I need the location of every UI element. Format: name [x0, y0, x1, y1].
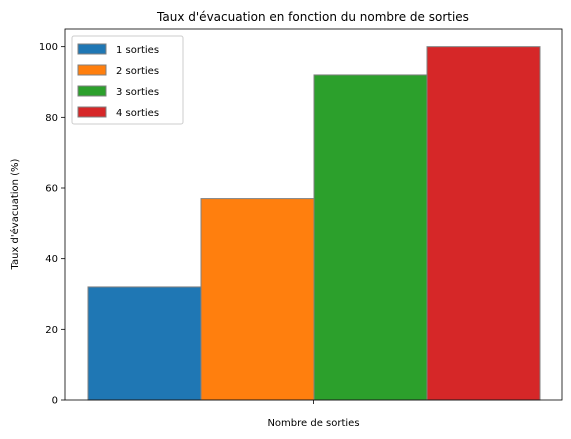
- y-tick-label: 0: [52, 396, 58, 407]
- bar-2: [200, 198, 315, 401]
- legend-label-2: 2 sorties: [116, 66, 159, 77]
- bars-layer: [87, 46, 541, 401]
- y-tick-label: 100: [39, 42, 58, 53]
- chart-title: Taux d'évacuation en fonction du nombre …: [156, 10, 469, 24]
- legend-swatch-2: [77, 64, 107, 76]
- legend-frame: [71, 35, 184, 125]
- y-tick-label: 20: [45, 325, 58, 336]
- bar-3: [313, 74, 428, 401]
- x-axis-label: Nombre de sorties: [267, 418, 359, 429]
- legend-label-3: 3 sorties: [116, 87, 159, 98]
- legend-label-1: 1 sorties: [116, 45, 159, 56]
- legend-label-4: 4 sorties: [116, 108, 159, 119]
- y-axis-label: Taux d'évacuation (%): [9, 158, 21, 270]
- y-tick-label: 60: [45, 184, 58, 195]
- bar-1: [87, 286, 202, 401]
- y-axis: 0 20 40 60 80 100: [39, 42, 65, 407]
- legend-swatch-4: [77, 106, 107, 118]
- legend: 1 sorties 2 sorties 3 sorties 4 sorties: [71, 35, 184, 125]
- y-tick-label: 80: [45, 113, 58, 124]
- legend-swatch-1: [77, 43, 107, 55]
- legend-swatch-3: [77, 85, 107, 97]
- bar-4: [426, 46, 541, 401]
- y-tick-label: 40: [45, 254, 58, 265]
